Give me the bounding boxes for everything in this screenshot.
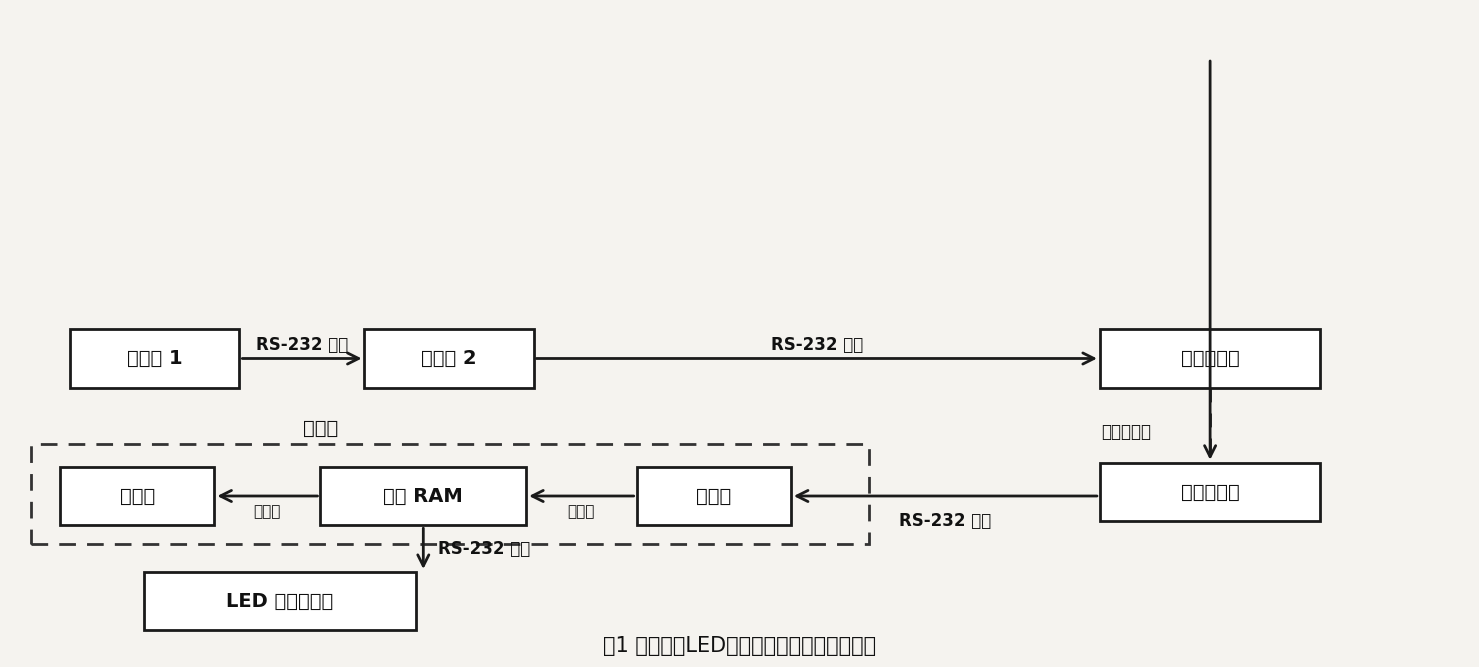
Text: 调制解调器: 调制解调器: [1180, 349, 1239, 368]
Text: 双口 RAM: 双口 RAM: [383, 486, 463, 506]
Text: 公用电话网: 公用电话网: [1102, 424, 1151, 442]
Text: LED 屏幕显示器: LED 屏幕显示器: [226, 592, 334, 611]
Bar: [31, 444, 870, 544]
Text: 并行口: 并行口: [254, 504, 281, 519]
Text: 图1 大型室外LED显示屏远程控制系统原理图: 图1 大型室外LED显示屏远程控制系统原理图: [603, 636, 876, 656]
Bar: [321, 467, 527, 526]
Text: 计算机 1: 计算机 1: [127, 349, 183, 368]
Bar: [1100, 329, 1321, 388]
Text: RS-232 电缆: RS-232 电缆: [771, 336, 862, 354]
Bar: [636, 467, 791, 526]
Text: RS-232 电缆: RS-232 电缆: [899, 512, 991, 530]
Text: RS-232 电缆: RS-232 电缆: [438, 540, 531, 558]
Text: RS-232 电缆: RS-232 电缆: [256, 336, 348, 354]
Text: 单片机: 单片机: [120, 486, 155, 506]
Bar: [1100, 463, 1321, 522]
Bar: [71, 329, 240, 388]
Text: 单片机: 单片机: [697, 486, 732, 506]
Text: 计算机 2: 计算机 2: [422, 349, 476, 368]
Bar: [61, 467, 214, 526]
Text: 并行口: 并行口: [568, 504, 595, 519]
Text: 接口板: 接口板: [303, 420, 339, 438]
Text: 调制解调器: 调制解调器: [1180, 482, 1239, 502]
Bar: [364, 329, 534, 388]
Bar: [143, 572, 416, 630]
